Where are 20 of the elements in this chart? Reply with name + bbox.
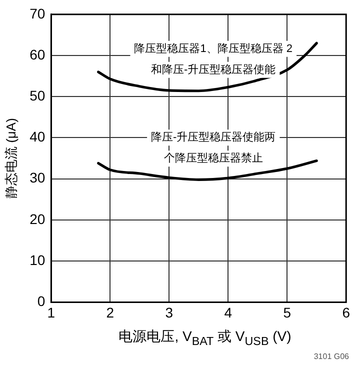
y-tick-label: 30 xyxy=(30,170,46,186)
series-label: 降压型稳压器1、降压型稳压器 2和降压-升压型稳压器使能 xyxy=(134,42,293,76)
x-tick-label: 5 xyxy=(283,304,292,320)
x-tick-label: 4 xyxy=(224,304,232,320)
y-tick-label: 40 xyxy=(30,128,46,145)
y-tick-label: 70 xyxy=(30,5,46,22)
x-tick-label: 6 xyxy=(342,304,350,320)
series-label: 降压-升压型稳压器使能两个降压型稳压器禁止 xyxy=(151,130,276,165)
x-axis-title: 电源电压, V$_{BAT}$ 或 V$_{USB}$ (V) xyxy=(118,328,292,348)
x-tick-label: 3 xyxy=(165,304,174,320)
y-tick-label: 50 xyxy=(30,87,46,104)
y-tick-label: 0 xyxy=(37,293,46,310)
y-tick-label: 10 xyxy=(30,252,46,268)
y-tick-label: 60 xyxy=(30,46,46,62)
text: 3101 G06 xyxy=(314,352,349,361)
x-tick-label: 2 xyxy=(106,304,114,320)
y-tick-label: 20 xyxy=(30,210,46,227)
x-tick-label: 1 xyxy=(47,304,56,320)
y-axis-title: 静态电流 (μA) xyxy=(3,118,18,199)
line-series xyxy=(97,42,318,92)
